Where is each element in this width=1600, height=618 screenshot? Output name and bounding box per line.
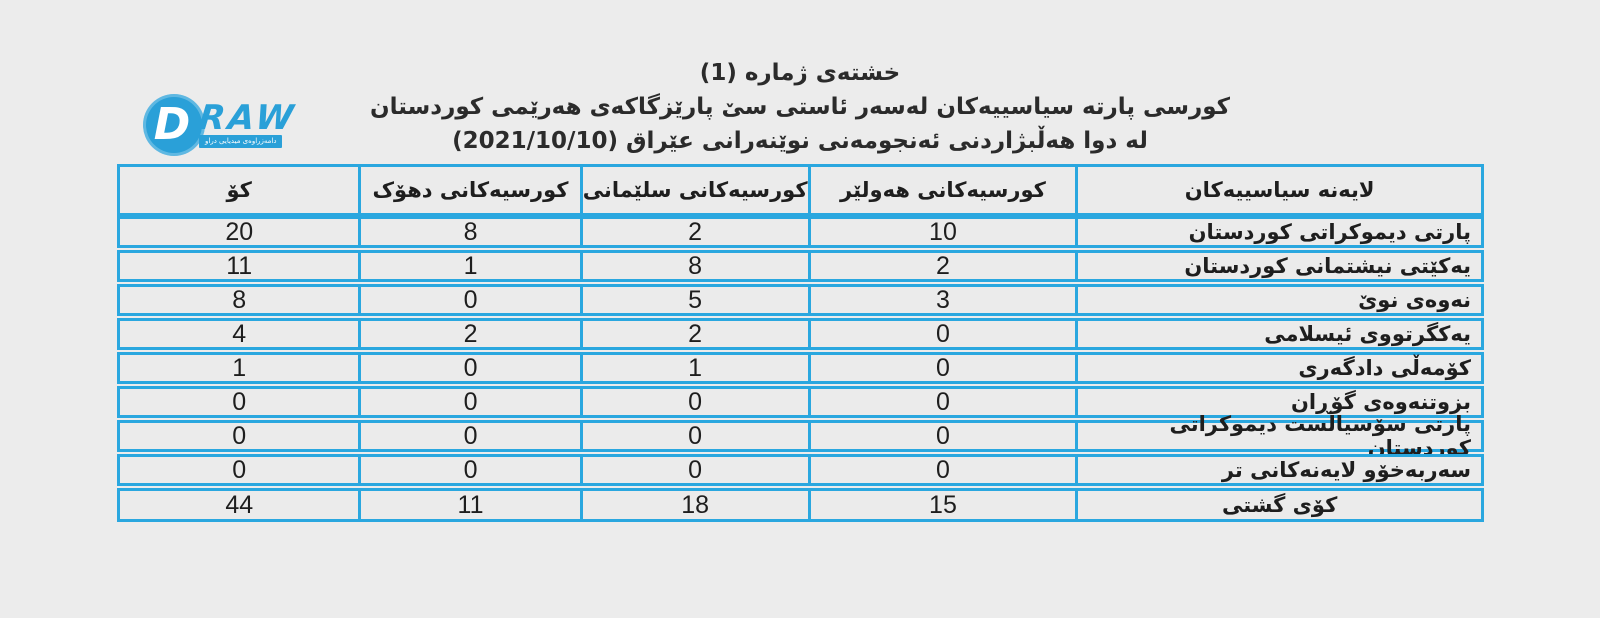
table-row: کۆمەڵی دادگەری 0 1 0 1 <box>117 352 1484 384</box>
duhok-value: 2 <box>358 318 583 350</box>
erbil-value: 3 <box>807 284 1079 316</box>
erbil-value: 0 <box>807 454 1079 486</box>
logo-d-letter: D <box>153 99 191 150</box>
logo-row: D RAW دامەزراوەی میدیایی دراو <box>143 94 303 156</box>
erbil-grand-total: 15 <box>807 488 1079 522</box>
table-row: پارتی دیموکراتی کوردستان 10 2 8 20 <box>117 216 1484 248</box>
table-body: پارتی دیموکراتی کوردستان 10 2 8 20 یەکێت… <box>117 216 1484 486</box>
party-name: کۆمەڵی دادگەری <box>1075 352 1484 384</box>
table-row: پارتی سۆسیالست دیموکراتی کوردستان 0 0 0 … <box>117 412 1484 460</box>
total-value: 0 <box>117 420 362 452</box>
table-row: نەوەی نوێ 3 5 0 8 <box>117 284 1484 316</box>
slemani-value: 5 <box>579 284 811 316</box>
erbil-value: 0 <box>807 318 1079 350</box>
party-name: نەوەی نوێ <box>1075 284 1484 316</box>
grand-total: 44 <box>117 488 362 522</box>
duhok-value: 0 <box>358 284 583 316</box>
slemani-value: 2 <box>579 216 811 248</box>
total-value: 1 <box>117 352 362 384</box>
duhok-value: 0 <box>358 352 583 384</box>
slemani-value: 2 <box>579 318 811 350</box>
title-line-2: کورسی پارتە سیاسییەکان لەسەر ئاستی سێ پا… <box>370 94 1230 120</box>
slemani-value: 1 <box>579 352 811 384</box>
total-label: کۆی گشتی <box>1075 488 1484 522</box>
slemani-grand-total: 18 <box>579 488 811 522</box>
table-header-row: لایەنە سیاسییەکان کورسیەکانی هەولێر کورس… <box>117 164 1484 216</box>
total-value: 20 <box>117 216 362 248</box>
party-name: پارتی دیموکراتی کوردستان <box>1075 216 1484 248</box>
header-duhok-seats: کورسیەکانی دهۆک <box>358 164 583 216</box>
total-value: 11 <box>117 250 362 282</box>
erbil-value: 10 <box>807 216 1079 248</box>
slemani-value: 0 <box>579 386 811 418</box>
duhok-value: 0 <box>358 386 583 418</box>
header-total: کۆ <box>117 164 362 216</box>
duhok-value: 8 <box>358 216 583 248</box>
slemani-value: 0 <box>579 454 811 486</box>
header-erbil-seats: کورسیەکانی هەولێر <box>807 164 1079 216</box>
party-name: یەکگرتووی ئیسلامی <box>1075 318 1484 350</box>
party-name: یەکێتی نیشتمانی کوردستان <box>1075 250 1484 282</box>
slemani-value: 8 <box>579 250 811 282</box>
slemani-value: 0 <box>579 420 811 452</box>
erbil-value: 2 <box>807 250 1079 282</box>
draw-media-logo: D RAW دامەزراوەی میدیایی دراو <box>143 94 303 164</box>
title-line-3: لە دوا هەڵبژاردنی ئەنجومەنی نوێنەرانی عێ… <box>452 128 1148 154</box>
total-value: 0 <box>117 386 362 418</box>
party-name: بزوتنەوەی گۆڕان <box>1075 386 1484 418</box>
table-row: یەکێتی نیشتمانی کوردستان 2 8 1 11 <box>117 250 1484 282</box>
duhok-grand-total: 11 <box>358 488 583 522</box>
duhok-value: 1 <box>358 250 583 282</box>
table-row: یەکگرتووی ئیسلامی 0 2 2 4 <box>117 318 1484 350</box>
header-parties: لایەنە سیاسییەکان <box>1075 164 1484 216</box>
erbil-value: 0 <box>807 386 1079 418</box>
table-row: بزوتنەوەی گۆڕان 0 0 0 0 <box>117 386 1484 418</box>
title-line-1: خشتەی ژمارە (1) <box>699 60 901 86</box>
duhok-value: 0 <box>358 420 583 452</box>
erbil-value: 0 <box>807 352 1079 384</box>
table-title: خشتەی ژمارە (1) کورسی پارتە سیاسییەکان ل… <box>0 56 1600 158</box>
total-value: 4 <box>117 318 362 350</box>
table-row: سەربەخۆو لایەنەکانی تر 0 0 0 0 <box>117 454 1484 486</box>
total-value: 8 <box>117 284 362 316</box>
party-name: سەربەخۆو لایەنەکانی تر <box>1075 454 1484 486</box>
logo-circle-icon: D <box>143 94 205 156</box>
seats-table: لایەنە سیاسییەکان کورسیەکانی هەولێر کورس… <box>117 164 1484 522</box>
table-total-row: کۆی گشتی 15 18 11 44 <box>117 488 1484 522</box>
total-value: 0 <box>117 454 362 486</box>
logo-right: RAW دامەزراوەی میدیایی دراو <box>197 98 298 148</box>
duhok-value: 0 <box>358 454 583 486</box>
logo-tagline: دامەزراوەی میدیایی دراو <box>199 134 283 148</box>
header-slemani-seats: کورسیەکانی سلێمانی <box>579 164 811 216</box>
erbil-value: 0 <box>807 420 1079 452</box>
party-name: پارتی سۆسیالست دیموکراتی کوردستان <box>1075 412 1484 460</box>
